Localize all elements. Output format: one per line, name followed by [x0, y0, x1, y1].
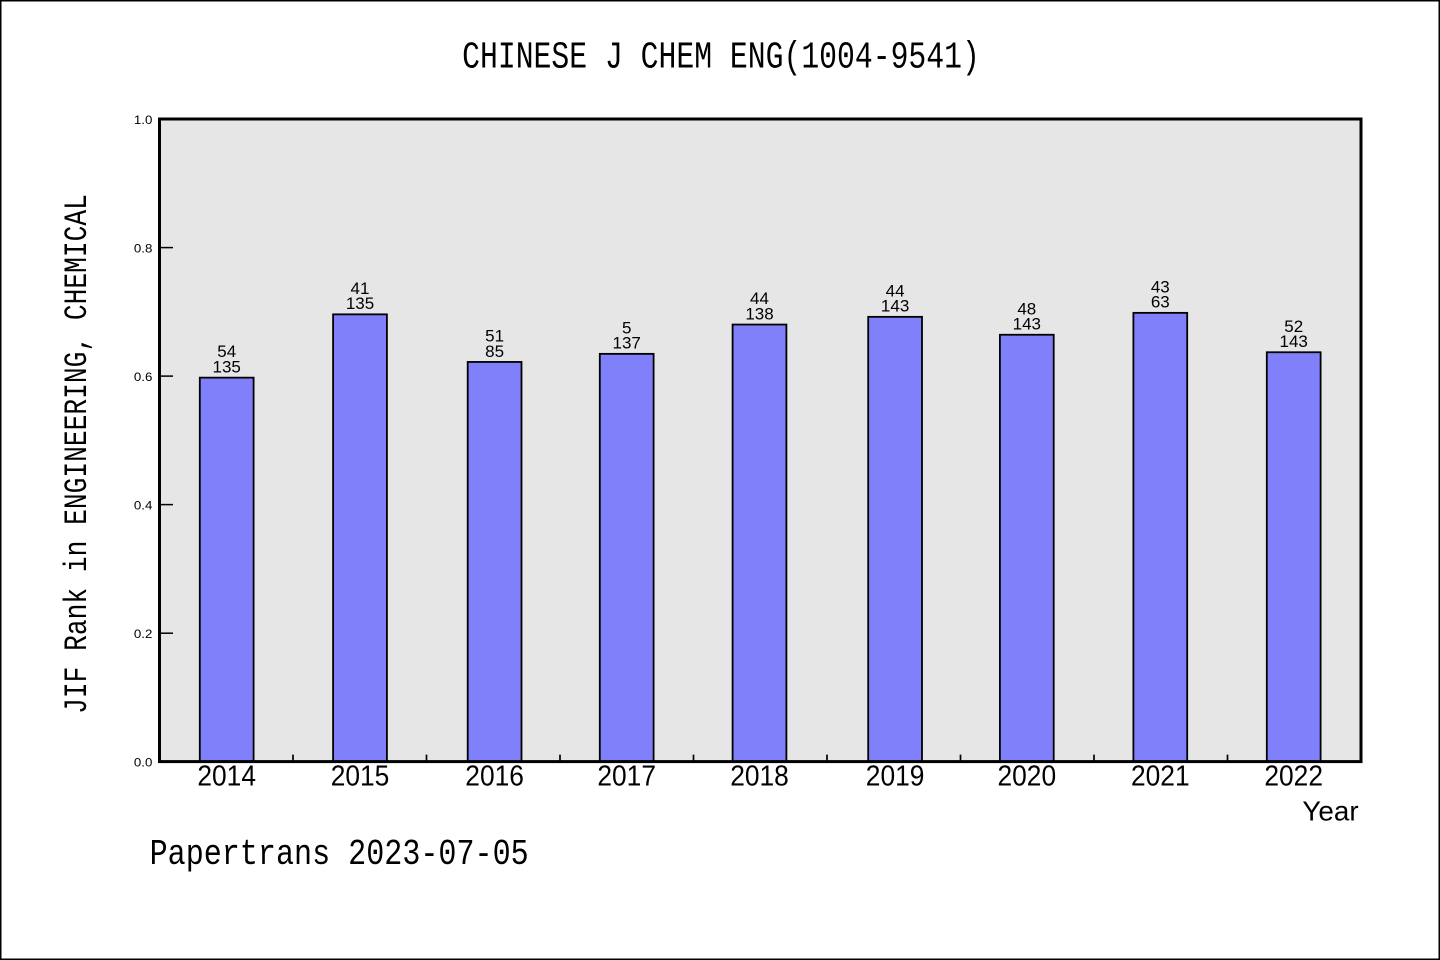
svg-text:2016: 2016	[465, 761, 524, 793]
svg-text:Papertrans 2023-07-05: Papertrans 2023-07-05	[150, 834, 529, 875]
svg-text:51: 51	[485, 327, 504, 346]
svg-text:CHINESE J CHEM ENG(1004-9541): CHINESE J CHEM ENG(1004-9541)	[462, 37, 980, 79]
svg-text:2020: 2020	[998, 761, 1057, 793]
svg-text:0.6: 0.6	[134, 372, 153, 384]
svg-text:2017: 2017	[597, 761, 656, 793]
svg-text:0.2: 0.2	[134, 629, 153, 641]
svg-text:44: 44	[750, 289, 769, 308]
svg-text:0.4: 0.4	[134, 501, 153, 513]
svg-text:2021: 2021	[1131, 761, 1190, 793]
svg-text:2019: 2019	[866, 761, 925, 793]
svg-text:135: 135	[213, 358, 241, 377]
svg-text:44: 44	[886, 281, 905, 300]
svg-text:54: 54	[217, 342, 236, 361]
svg-text:143: 143	[1013, 315, 1041, 334]
svg-text:1.0: 1.0	[134, 115, 153, 127]
svg-text:2018: 2018	[730, 761, 789, 793]
svg-text:143: 143	[881, 297, 909, 316]
svg-text:41: 41	[351, 279, 370, 298]
svg-text:52: 52	[1284, 317, 1303, 336]
svg-text:48: 48	[1017, 299, 1036, 318]
svg-text:138: 138	[745, 304, 773, 323]
svg-text:143: 143	[1280, 332, 1308, 351]
svg-text:JIF Rank in ENGINEERING, CHEMI: JIF Rank in ENGINEERING, CHEMICAL	[58, 194, 95, 714]
svg-text:0.0: 0.0	[134, 758, 153, 770]
svg-text:63: 63	[1151, 293, 1170, 312]
svg-text:0.8: 0.8	[134, 244, 153, 256]
svg-text:137: 137	[613, 334, 641, 353]
svg-text:Year: Year	[1302, 796, 1358, 827]
svg-text:85: 85	[485, 342, 504, 361]
svg-text:2014: 2014	[197, 761, 256, 793]
svg-text:5: 5	[622, 318, 631, 337]
svg-text:2015: 2015	[331, 761, 390, 793]
svg-text:2022: 2022	[1264, 761, 1323, 793]
svg-text:43: 43	[1151, 277, 1170, 296]
svg-text:135: 135	[346, 294, 374, 313]
